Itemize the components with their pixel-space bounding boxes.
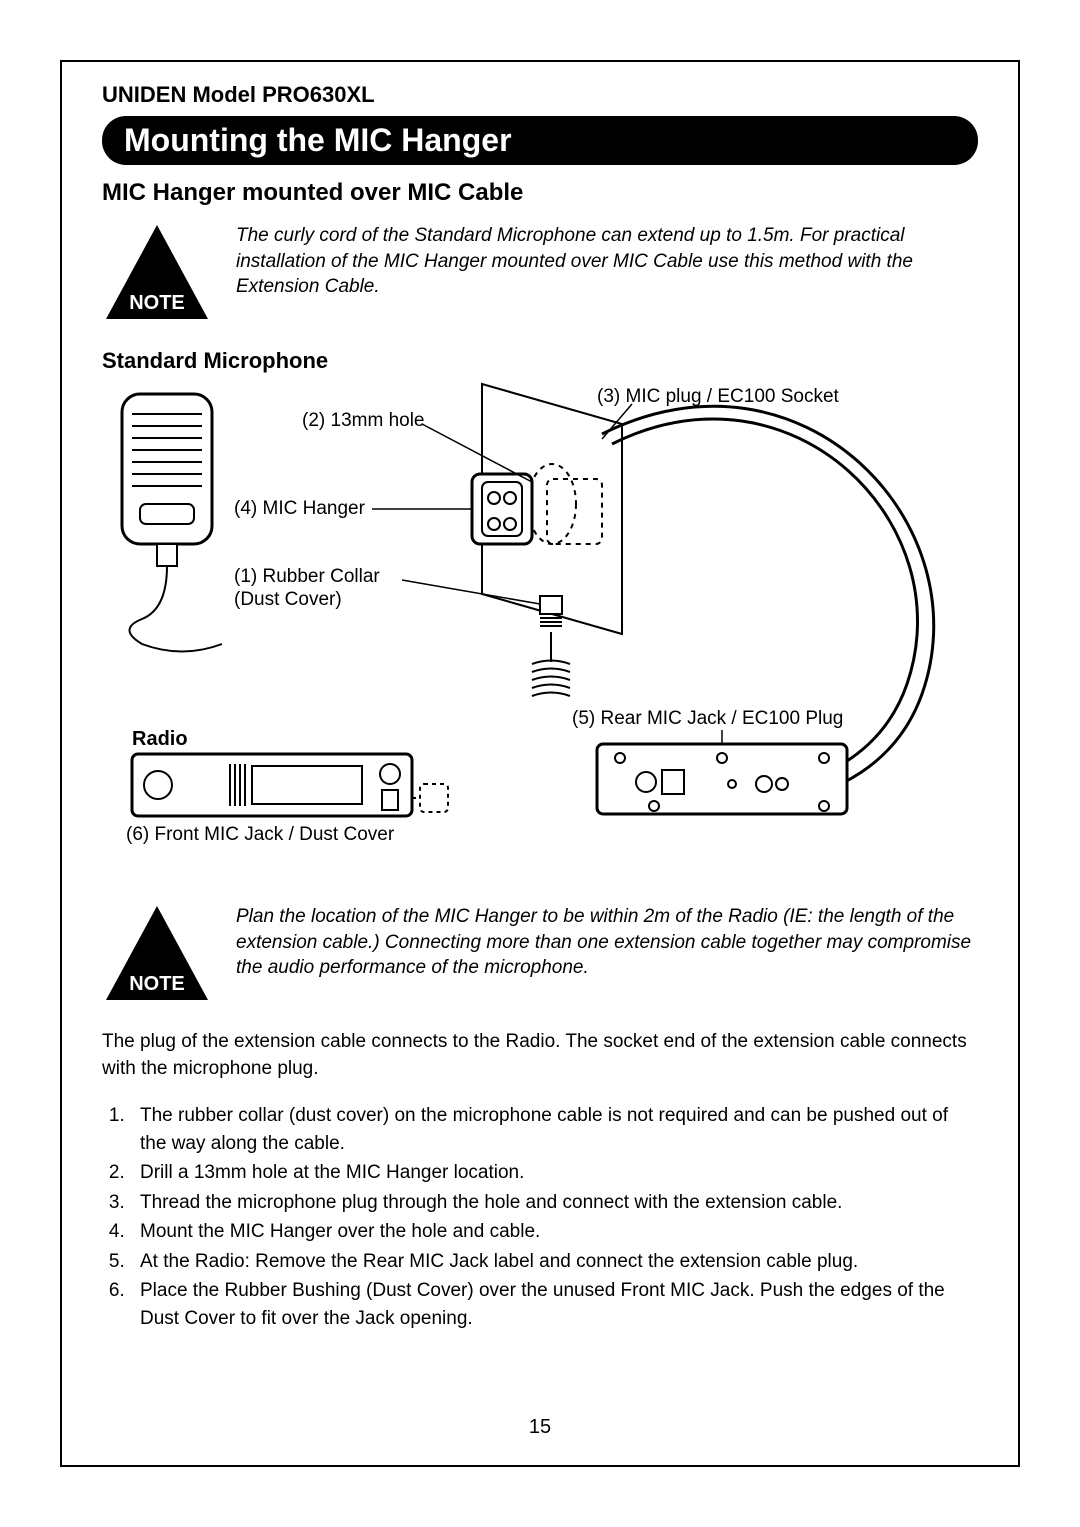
step-item: Drill a 13mm hole at the MIC Hanger loca… <box>130 1159 978 1187</box>
standard-mic-label: Standard Microphone <box>102 348 978 374</box>
callout-2: (2) 13mm hole <box>302 410 425 432</box>
callout-1: (1) Rubber Collar (Dust Cover) <box>234 566 380 612</box>
step-item: Thread the microphone plug through the h… <box>130 1189 978 1217</box>
note-triangle-icon: NOTE <box>102 223 212 328</box>
step-item: The rubber collar (dust cover) on the mi… <box>130 1102 978 1157</box>
callout-6: (6) Front MIC Jack / Dust Cover <box>126 824 394 846</box>
note-label: NOTE <box>129 292 185 314</box>
callout-5: (5) Rear MIC Jack / EC100 Plug <box>572 708 843 730</box>
radio-rear-icon <box>597 744 847 814</box>
model-label: UNIDEN Model PRO630XL <box>102 82 978 108</box>
subheader: MIC Hanger mounted over MIC Cable <box>102 179 978 207</box>
radio-label: Radio <box>132 728 188 751</box>
step-item: Mount the MIC Hanger over the hole and c… <box>130 1218 978 1246</box>
body-paragraph: The plug of the extension cable connects… <box>102 1029 978 1082</box>
callout-1-line1: (1) Rubber Collar <box>234 566 380 587</box>
standard-mic-text: Standard Microphone <box>102 348 328 373</box>
note-text-1: The curly cord of the Standard Microphon… <box>236 223 978 300</box>
radio-front-icon <box>132 754 448 816</box>
page-frame: UNIDEN Model PRO630XL Mounting the MIC H… <box>60 60 1020 1467</box>
step-item: At the Radio: Remove the Rear MIC Jack l… <box>130 1248 978 1276</box>
steps-list: The rubber collar (dust cover) on the mi… <box>102 1102 978 1332</box>
callout-4: (4) MIC Hanger <box>234 498 365 520</box>
page-title: Mounting the MIC Hanger <box>102 116 978 165</box>
note-text-2: Plan the location of the MIC Hanger to b… <box>236 904 978 981</box>
note-block-2: NOTE Plan the location of the MIC Hanger… <box>102 904 978 1009</box>
callout-3: (3) MIC plug / EC100 Socket <box>597 386 839 408</box>
diagram-area: (2) 13mm hole (3) MIC plug / EC100 Socke… <box>102 374 978 894</box>
step-item: Place the Rubber Bushing (Dust Cover) ov… <box>130 1277 978 1332</box>
callout-1-line2: (Dust Cover) <box>234 589 342 610</box>
note-block-1: NOTE The curly cord of the Standard Micr… <box>102 223 978 328</box>
microphone-icon <box>122 394 222 652</box>
page-number: 15 <box>62 1416 1018 1439</box>
note-triangle-icon: NOTE <box>102 904 212 1009</box>
diagram-svg <box>102 374 972 894</box>
svg-text:NOTE: NOTE <box>129 973 185 995</box>
